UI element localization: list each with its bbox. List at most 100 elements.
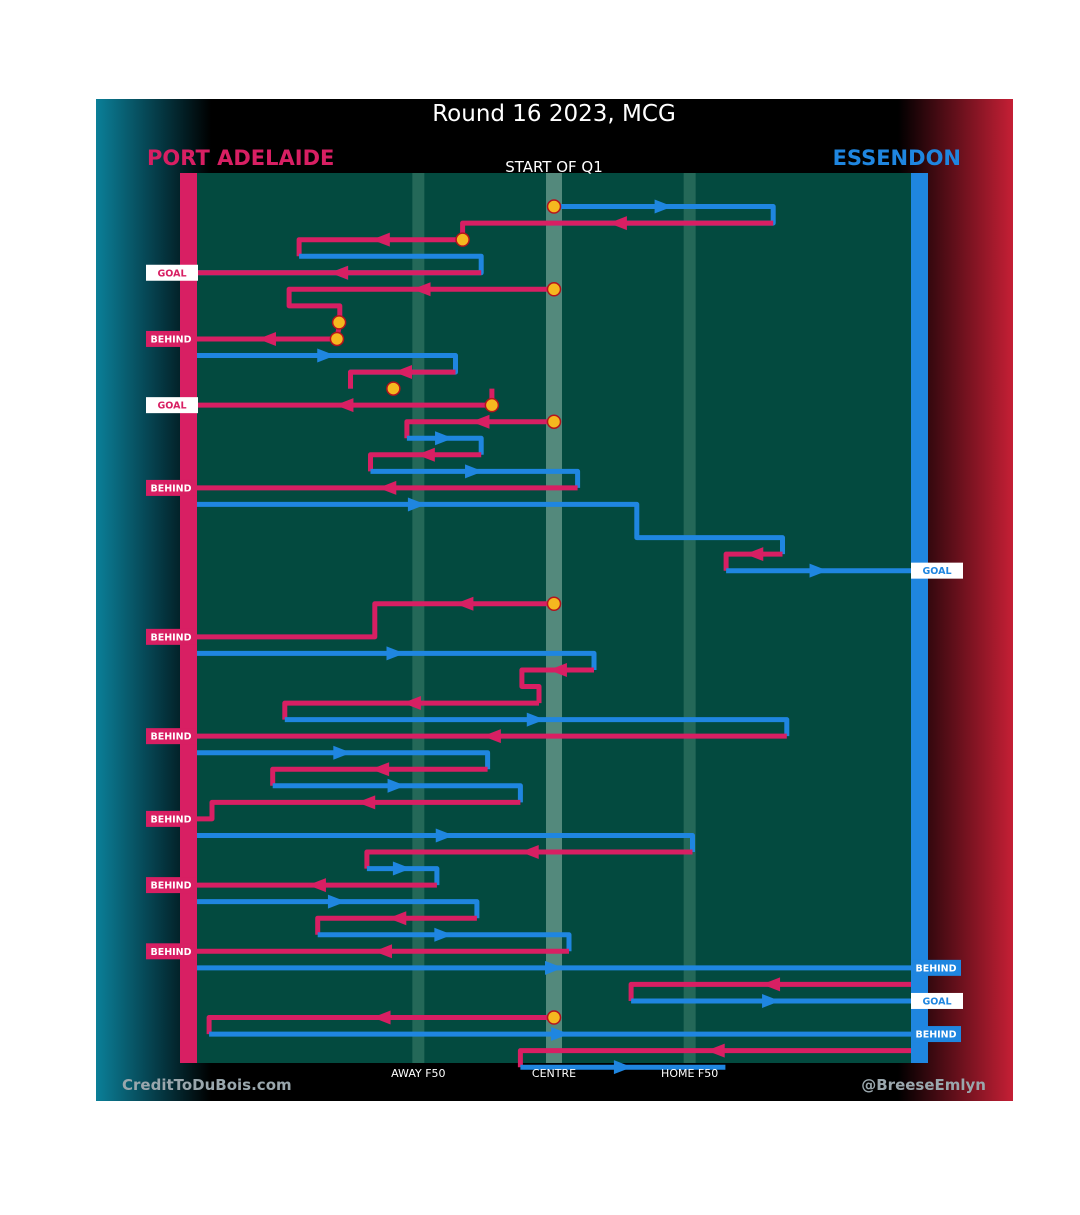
score-label-right-1: BEHIND [915,963,956,974]
chain-arrow-28 [435,828,454,843]
chain-19 [197,650,597,670]
score-label-box-left-0 [146,264,198,281]
chain-arrow-9 [335,398,354,413]
stoppage-marker-2 [546,282,562,297]
score-label-right-0: GOAL [922,566,951,577]
score-label-left-3: BEHIND [150,483,191,494]
score-label-left-2: GOAL [157,401,186,412]
chain-2 [296,237,463,257]
chain-20 [519,667,594,704]
chain-arrow-32 [327,894,346,909]
chart-title: Round 16 2023, MCG [432,101,676,127]
chain-32 [197,899,480,919]
chain-33 [315,915,477,935]
chain-arrow-38 [762,993,781,1008]
zone-line-0 [412,173,425,1063]
chain-arrow-17 [809,563,828,578]
chain-arrow-8 [393,365,412,380]
chain-arrow-0 [654,199,673,214]
stoppage-markers [329,199,562,1025]
score-label-left-5: BEHIND [150,732,191,743]
score-label-right-2: GOAL [922,996,951,1007]
chain-arrow-30 [392,861,411,876]
x-axis-ticks: AWAY F50 CENTRE HOME F50 [391,1067,718,1080]
chain-arrow-11 [435,431,454,446]
score-label-box-left-7 [146,877,196,894]
chain-arrow-6 [257,331,276,346]
chart-subtitle: START OF Q1 [505,158,603,176]
chain-arrow-1 [608,216,627,231]
score-label-box-right-2 [911,992,963,1009]
chain-34 [317,932,572,952]
zone-line-1 [546,173,562,1063]
chain-arrow-34 [434,927,453,942]
chain-arrow-29 [520,845,539,859]
score-labels: GOAL BEHIND GOAL BEHIND BEHIND BEHIND BEHIND BE… [146,264,963,1043]
chain-30 [366,866,440,886]
chain-arrow-41 [706,1043,725,1058]
chain-arrow-35 [373,944,392,959]
right-team-name: ESSENDON [833,146,961,170]
chain-arrow-5 [412,282,431,297]
score-label-left-8: BEHIND [150,947,191,958]
stoppage-marker-1 [455,232,470,247]
chain-arrow-7 [317,348,336,363]
possession-chains [197,199,911,1075]
stoppage-marker-8 [546,596,562,611]
chain-arrow-13 [465,464,484,479]
score-label-box-left-3 [146,479,196,496]
x-tick-label-1: CENTRE [532,1067,576,1080]
score-label-box-left-5 [146,728,196,745]
chain-8 [348,369,456,389]
footer-handle: @BreeseEmlyn [861,1076,986,1094]
chain-28 [197,833,695,852]
score-label-box-left-2 [146,397,198,414]
chain-39 [206,1015,554,1035]
stoppage-marker-7 [546,414,562,429]
chain-arrow-36 [545,960,563,975]
chain-11 [406,435,484,455]
score-label-box-left-6 [146,810,196,827]
chain-arrow-20 [548,662,567,677]
x-tick-label-2: HOME F50 [661,1067,718,1080]
stoppage-marker-6 [484,397,500,413]
chain-21 [282,700,539,720]
stoppage-marker-5 [386,381,401,396]
score-label-box-right-0 [911,562,963,579]
score-label-left-7: BEHIND [150,881,191,892]
score-label-left-1: BEHIND [150,334,191,345]
chain-41 [517,1048,911,1068]
chain-arrow-37 [762,977,781,992]
score-label-box-left-4 [146,628,196,645]
score-label-box-right-3 [911,1026,961,1043]
chain-arrow-15 [407,497,426,512]
chain-13 [370,468,581,488]
left-team-name: PORT ADELAIDE [147,146,334,170]
chain-12 [368,452,482,472]
chain-16 [723,551,783,571]
chain-arrow-22 [526,712,545,727]
chain-arrow-33 [388,911,407,926]
chain-25 [270,766,488,786]
score-label-left-0: GOAL [157,268,186,279]
chart-canvas: Round 16 2023, MCG START OF Q1 PORT ADEL… [96,99,1013,1101]
chain-arrow-26 [387,778,406,793]
chain-15 [197,501,785,555]
zone-lines [412,173,696,1063]
x-tick-label-0: AWAY F50 [391,1067,445,1080]
chain-arrow-10 [471,414,490,429]
right-team-bar [911,173,928,1063]
score-label-right-3: BEHIND [915,1030,956,1041]
chain-arrow-40 [551,1027,570,1042]
score-label-box-left-1 [146,330,196,347]
chain-arrow-31 [307,878,326,893]
chain-arrow-4 [330,265,349,280]
chain-arrow-42 [613,1060,632,1075]
chain-10 [404,419,554,439]
chain-arrow-19 [386,646,405,661]
chain-arrow-18 [455,596,474,611]
chain-37 [628,981,911,1001]
left-team-bar [180,173,197,1063]
stoppage-marker-0 [546,199,562,214]
score-label-left-4: BEHIND [150,632,191,643]
